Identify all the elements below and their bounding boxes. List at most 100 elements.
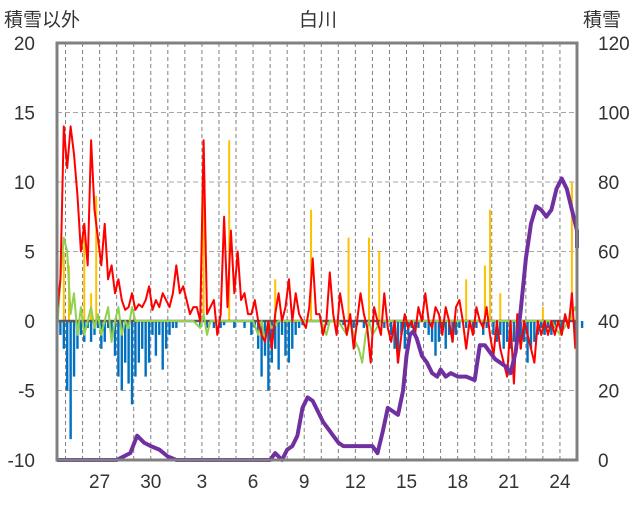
negative-bar: [291, 321, 294, 349]
temperature-line: [56, 125, 577, 385]
negative-bar: [550, 321, 553, 335]
y-right-tick-label: 0: [598, 451, 609, 472]
x-tick-label: 9: [299, 472, 310, 493]
y-left-tick-label: 20: [14, 34, 35, 55]
x-tick-label: 18: [447, 472, 468, 493]
negative-bar: [66, 321, 69, 391]
negative-bar: [154, 321, 158, 356]
negative-bar: [171, 321, 175, 328]
negative-bar: [574, 321, 577, 335]
negative-bar: [543, 321, 546, 335]
negative-bar: [499, 321, 502, 335]
x-tick-label: 27: [89, 472, 110, 493]
x-tick-label: 12: [345, 472, 366, 493]
negative-bar: [383, 321, 386, 328]
negative-bar: [103, 321, 106, 342]
negative-bar: [580, 321, 584, 328]
plot-frame: [55, 41, 579, 462]
negative-bar: [451, 321, 454, 342]
negative-bar: [437, 321, 441, 342]
negative-bar: [243, 321, 246, 328]
negative-bar: [164, 321, 168, 349]
negative-bar: [512, 321, 516, 342]
negative-bar: [417, 321, 420, 328]
negative-bar: [274, 321, 277, 349]
y-right-tick-label: 60: [598, 243, 619, 264]
negative-bar: [59, 321, 62, 335]
negative-bar: [260, 321, 263, 377]
negative-bar: [212, 321, 216, 328]
negative-bar: [205, 321, 209, 328]
negative-bar: [110, 321, 113, 335]
axis-labels-layer: 20 15 10 5 0 -5 -10 120 100 80 60 40 20 0 27 30 3 6 9 12 15 1…: [8, 34, 630, 493]
y-left-tick-label: 10: [14, 173, 35, 194]
negative-bar: [546, 321, 550, 328]
negative-bar: [519, 321, 522, 349]
y-left-tick-label: 15: [14, 104, 35, 125]
negative-bar: [529, 321, 533, 349]
negative-bar: [89, 321, 93, 342]
negative-bar: [233, 321, 236, 328]
negative-bar: [72, 321, 76, 377]
negative-bar: [117, 321, 120, 377]
negative-bar: [147, 321, 151, 363]
x-tick-label: 6: [248, 472, 259, 493]
y-right-tick-label: 120: [598, 34, 630, 55]
negative-bar: [464, 321, 468, 328]
negative-bar: [144, 321, 147, 377]
negative-bar: [219, 321, 222, 328]
negative-bar: [280, 321, 284, 335]
negative-bar: [175, 321, 178, 328]
negative-bar: [522, 321, 526, 342]
x-tick-label: 3: [197, 472, 208, 493]
negative-bar: [137, 321, 141, 363]
negative-bar: [62, 321, 66, 349]
negative-bar: [424, 321, 427, 328]
negative-bar: [430, 321, 434, 342]
negative-bar: [342, 321, 345, 326]
x-tick-label: 24: [549, 472, 571, 493]
negative-bar: [389, 321, 393, 335]
negative-bar: [96, 321, 100, 328]
negative-bar: [222, 321, 226, 326]
negative-bar: [141, 321, 144, 349]
frame-layer: [55, 41, 579, 462]
negative-bar: [352, 321, 355, 328]
negative-bar: [447, 321, 451, 335]
negative-bar: [526, 321, 529, 363]
x-tick-label: 30: [140, 472, 161, 493]
y-left-tick-label: -10: [8, 451, 35, 472]
y-left-tick-label: 5: [24, 243, 35, 264]
y-right-axis-label: 積雪: [583, 9, 621, 31]
negative-bar: [130, 321, 134, 405]
negative-bar: [161, 321, 164, 370]
negative-bar: [533, 321, 536, 342]
negative-bar: [106, 321, 110, 328]
negative-bar: [151, 321, 154, 335]
negative-bar: [403, 321, 407, 349]
negative-bar: [123, 321, 127, 363]
negative-bar: [444, 321, 447, 349]
y-right-tick-label: 20: [598, 382, 619, 403]
y-left-tick-label: 0: [24, 312, 35, 333]
negative-bar: [134, 321, 137, 377]
negative-bar: [277, 321, 280, 370]
negative-bar: [434, 321, 437, 356]
negative-bar: [560, 321, 563, 335]
x-tick-label: 21: [498, 472, 519, 493]
negative-bar: [396, 321, 400, 363]
negative-bar: [250, 321, 253, 335]
negative-bar: [539, 321, 543, 328]
chart-title: 白川: [299, 9, 337, 31]
negative-bar: [505, 321, 509, 342]
negative-bar: [158, 321, 161, 335]
negative-bar: [454, 321, 458, 335]
negative-bar: [492, 321, 495, 335]
negative-bar: [393, 321, 396, 349]
negative-bar: [284, 321, 287, 356]
y-right-tick-label: 40: [598, 312, 619, 333]
negative-bar: [294, 321, 297, 335]
negative-bar: [297, 321, 301, 328]
